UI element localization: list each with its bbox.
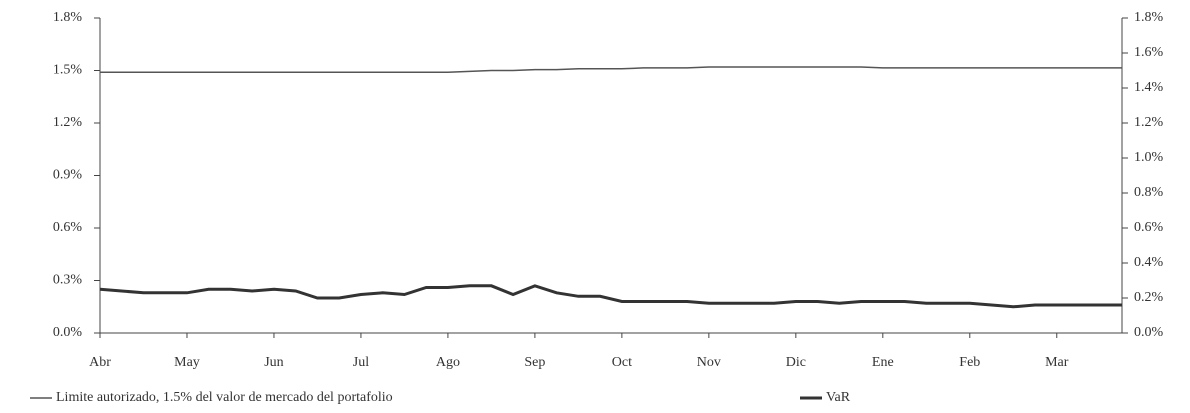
x-tick-label: Dic xyxy=(786,355,806,370)
x-tick-label: Oct xyxy=(612,355,632,370)
y2-tick-label: 1.0% xyxy=(1134,150,1164,165)
y-tick-label: 1.8% xyxy=(53,10,83,25)
y2-tick-label: 0.6% xyxy=(1134,220,1164,235)
y-tick-label: 0.6% xyxy=(53,220,83,235)
y2-tick-label: 0.4% xyxy=(1134,255,1164,270)
line-series xyxy=(100,66,1122,74)
x-tick-label: May xyxy=(174,355,200,370)
y2-tick-label: 0.0% xyxy=(1134,325,1164,340)
y2-tick-label: 1.4% xyxy=(1134,80,1164,95)
x-tick-label: Abr xyxy=(89,355,111,370)
x-tick-label: Feb xyxy=(959,355,980,370)
x-tick-label: Jul xyxy=(353,355,369,370)
x-tick-label: Nov xyxy=(697,355,721,370)
y-tick-label: 1.5% xyxy=(53,63,83,78)
legend-label: Limite autorizado, 1.5% del valor de mer… xyxy=(56,390,393,405)
legend-label: VaR xyxy=(826,390,851,405)
x-tick-label: Sep xyxy=(524,355,545,370)
y-tick-label: 0.9% xyxy=(53,168,83,183)
y-tick-label: 0.3% xyxy=(53,273,83,288)
x-tick-label: Ene xyxy=(872,355,894,370)
y-tick-label: 0.0% xyxy=(53,325,83,340)
y2-tick-label: 1.2% xyxy=(1134,115,1164,130)
y2-tick-label: 1.8% xyxy=(1134,10,1164,25)
y2-tick-label: 0.8% xyxy=(1134,185,1164,200)
x-tick-label: Mar xyxy=(1045,355,1069,370)
y2-tick-label: 1.6% xyxy=(1134,45,1164,60)
line-series xyxy=(99,284,1122,309)
y2-tick-label: 0.2% xyxy=(1134,290,1164,305)
x-tick-label: Ago xyxy=(436,355,460,370)
y-tick-label: 1.2% xyxy=(53,115,83,130)
x-tick-label: Jun xyxy=(264,355,283,370)
